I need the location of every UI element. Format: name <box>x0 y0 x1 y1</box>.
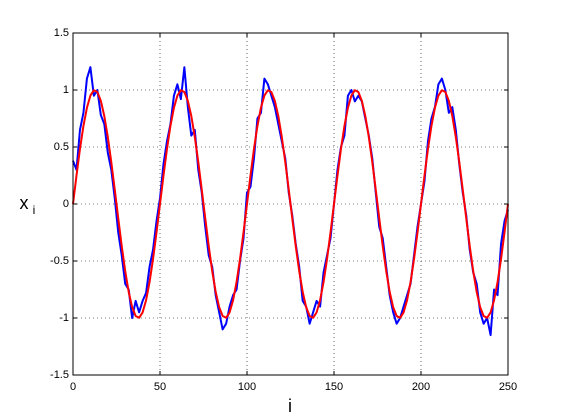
y-axis-label-subscript: i <box>33 203 36 217</box>
y-tick-label: 0.5 <box>54 141 69 153</box>
x-tick-label: 0 <box>70 381 76 393</box>
y-tick-label: 0 <box>63 198 69 210</box>
lines <box>72 66 509 337</box>
y-tick-label: -0.5 <box>50 255 69 267</box>
series-line <box>72 89 509 319</box>
x-tick-label: 100 <box>238 381 256 393</box>
x-tick-label: 250 <box>499 381 517 393</box>
y-tick-label: -1 <box>59 312 69 324</box>
x-tick-label: 150 <box>325 381 343 393</box>
x-axis-label: i <box>288 396 292 416</box>
y-axis-label: x <box>20 193 29 213</box>
y-tick-label: -1.5 <box>50 369 69 381</box>
x-tick-label: 50 <box>154 381 166 393</box>
x-tick-label: 200 <box>412 381 430 393</box>
y-tick-label: 1.5 <box>54 27 69 39</box>
y-tick-label: 1 <box>63 84 69 96</box>
